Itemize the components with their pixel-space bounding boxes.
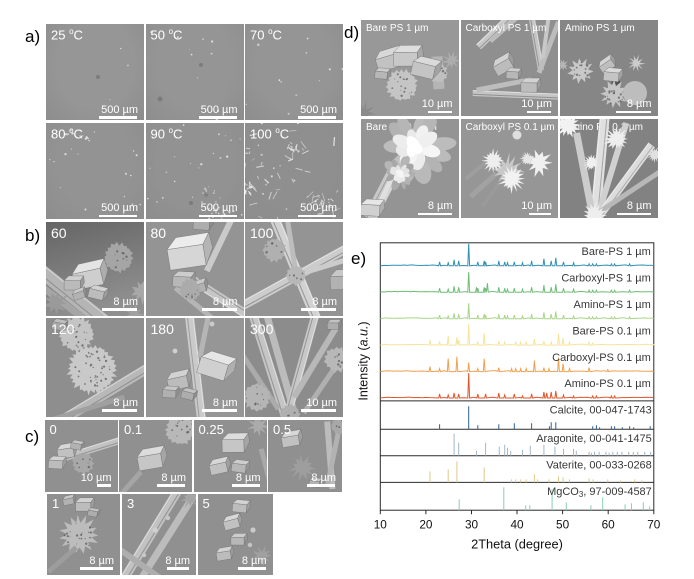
svg-text:20: 20 — [419, 518, 433, 532]
svg-text:Carboxyl-PS 0.1 µm: Carboxyl-PS 0.1 µm — [552, 352, 651, 364]
svg-text:Carboxyl-PS 1 µm: Carboxyl-PS 1 µm — [561, 272, 650, 284]
svg-text:Bare-PS 1 µm: Bare-PS 1 µm — [581, 246, 650, 258]
svg-text:Aragonite, 00-041-1475: Aragonite, 00-041-1475 — [536, 433, 652, 445]
svg-text:MgCO3, 97-009-4587: MgCO3, 97-009-4587 — [547, 486, 652, 499]
svg-text:Vaterite, 00-033-0268: Vaterite, 00-033-0268 — [546, 460, 652, 472]
svg-text:Bare-PS 0.1 µm: Bare-PS 0.1 µm — [572, 325, 650, 337]
svg-text:60: 60 — [602, 518, 616, 532]
svg-text:40: 40 — [510, 518, 524, 532]
svg-text:Amino-PS 0.1 µm: Amino-PS 0.1 µm — [564, 378, 650, 390]
svg-text:2Theta (degree): 2Theta (degree) — [471, 537, 563, 552]
svg-text:Intensity (a.u.): Intensity (a.u.) — [356, 321, 370, 400]
svg-text:30: 30 — [465, 518, 479, 532]
svg-text:10: 10 — [374, 518, 388, 532]
svg-text:50: 50 — [556, 518, 570, 532]
svg-text:70: 70 — [647, 518, 661, 532]
svg-text:Calcite, 00-047-1743: Calcite, 00-047-1743 — [550, 405, 652, 417]
svg-text:Amino-PS 1 µm: Amino-PS 1 µm — [574, 299, 651, 311]
